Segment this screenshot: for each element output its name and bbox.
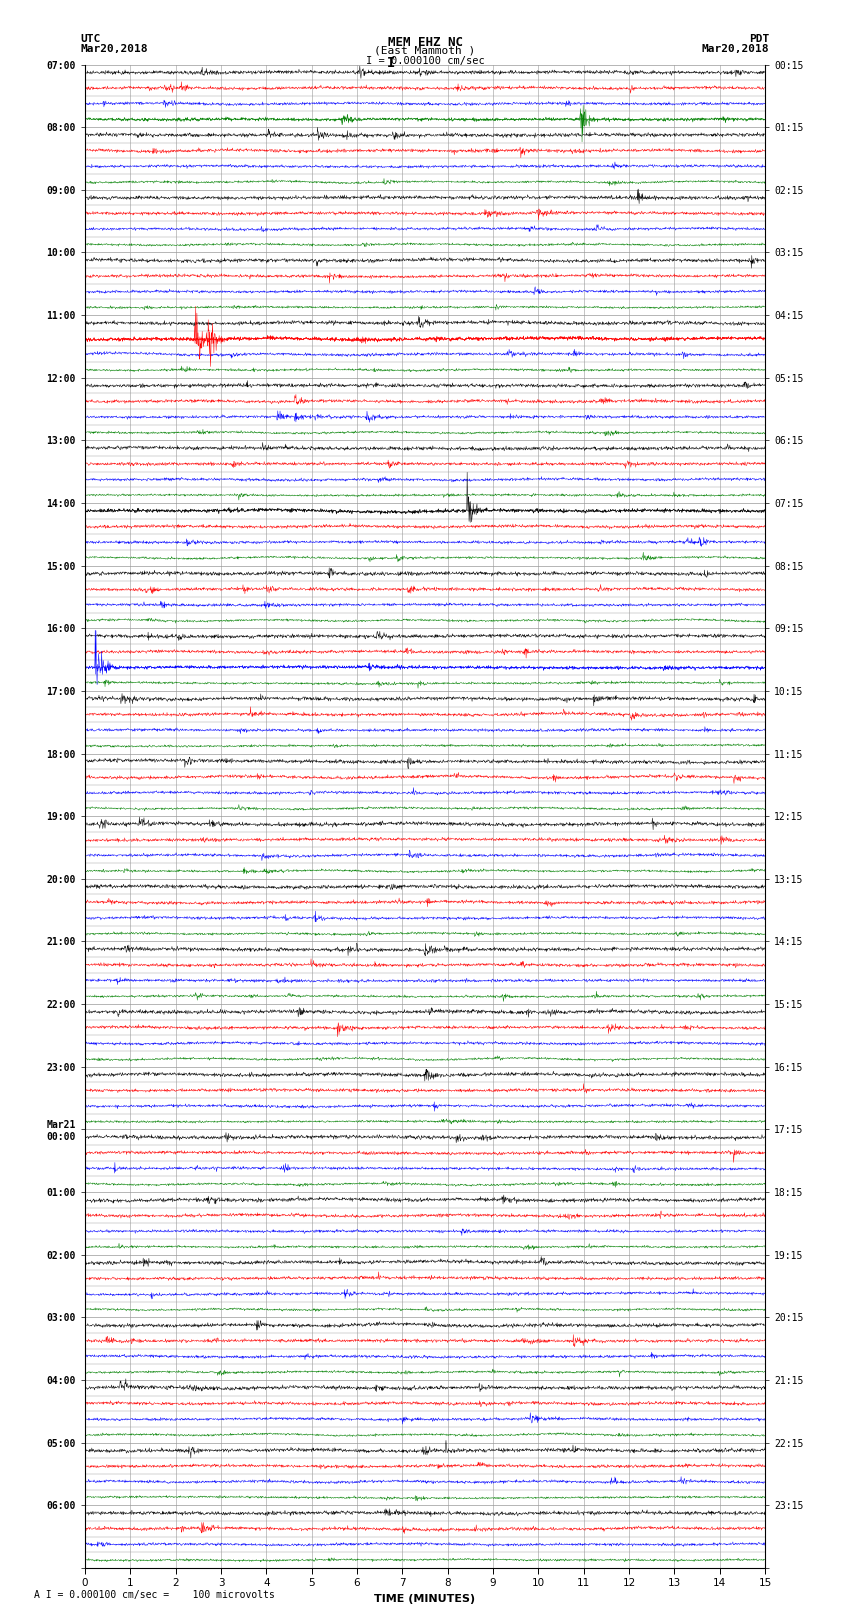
X-axis label: TIME (MINUTES): TIME (MINUTES) [375,1594,475,1603]
Text: MEM EHZ NC: MEM EHZ NC [388,37,462,50]
Text: PDT: PDT [749,34,769,44]
Text: Mar20,2018: Mar20,2018 [702,44,769,55]
Text: I = 0.000100 cm/sec: I = 0.000100 cm/sec [366,56,484,66]
Text: Mar20,2018: Mar20,2018 [81,44,148,55]
Text: A I = 0.000100 cm/sec =    100 microvolts: A I = 0.000100 cm/sec = 100 microvolts [34,1590,275,1600]
Text: I: I [387,56,395,69]
Text: (East Mammoth ): (East Mammoth ) [374,45,476,56]
Text: UTC: UTC [81,34,101,44]
